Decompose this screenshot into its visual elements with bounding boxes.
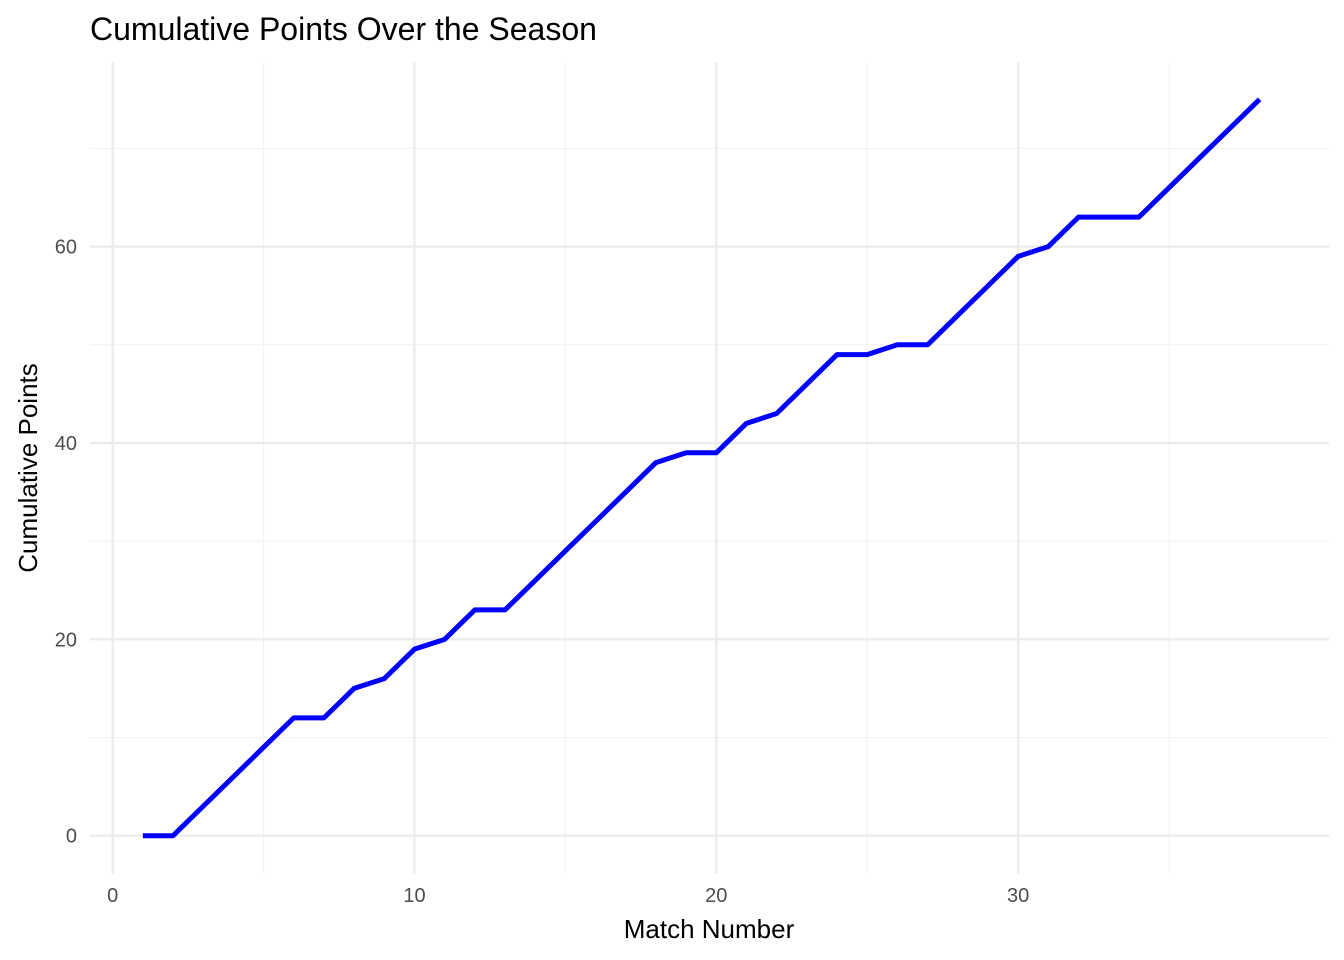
chart-title: Cumulative Points Over the Season [90,11,597,47]
y-axis-title: Cumulative Points [13,363,43,573]
y-tick-label: 20 [55,629,77,651]
x-tick-label: 20 [705,885,727,907]
x-tick-label: 30 [1007,885,1029,907]
major-gridlines [90,62,1329,874]
series-layer [142,97,1262,839]
y-tick-label: 40 [55,433,77,455]
x-tick-labels: 0 10 20 30 [107,885,1029,907]
x-tick-label: 10 [403,885,425,907]
minor-gridlines [90,62,1329,874]
y-tick-labels: 0 20 40 60 [55,237,77,848]
x-axis-title: Match Number [624,914,795,944]
x-tick-label: 0 [107,885,118,907]
series-line-1 [142,97,1262,839]
y-tick-label: 60 [55,237,77,259]
y-tick-label: 0 [66,826,77,848]
